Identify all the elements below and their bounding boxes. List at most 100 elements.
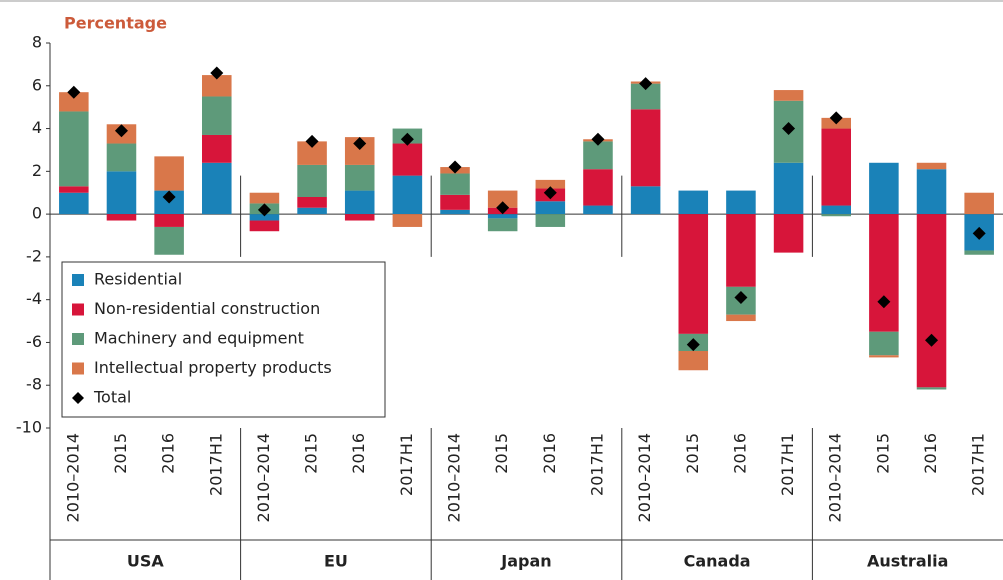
bar-segment [916,387,947,390]
x-tick-label: 2016 [921,433,940,474]
bar-segment [297,141,327,165]
x-tick-label: 2010–2014 [635,433,654,522]
bar-segment [297,197,327,208]
bar-segment [392,175,423,215]
bar-segment [59,186,89,193]
bar-segment [487,214,518,219]
bar-segment [773,214,804,253]
total-marker [305,134,319,148]
legend-label: Non-residential construction [94,299,320,318]
x-tick-label: 2010–2014 [254,433,273,522]
bar-segment [583,169,613,206]
bar-segment [440,173,470,195]
legend-box [61,261,386,418]
x-tick-label: 2016 [159,433,178,474]
legend-swatch [72,362,84,375]
bar-segment [59,111,89,187]
bar-segment [106,214,137,221]
total-marker [162,190,176,204]
bar-segment [249,220,280,232]
bar-segment [630,186,661,215]
total-marker [114,124,128,138]
bar-segment [154,214,184,227]
bar-segment [249,192,280,204]
bar-segment [344,214,375,221]
legend-swatch [72,303,84,316]
y-tick-label: -6 [26,332,42,351]
total-marker [782,122,796,136]
bar-segment [726,190,756,215]
legend-label: Residential [94,270,182,289]
total-marker [925,333,939,347]
bar-segment [630,109,661,187]
bar-segment [202,75,232,97]
total-marker [686,338,700,352]
x-tick-label: 2015 [492,433,511,474]
bar-segment [916,169,947,215]
bar-segment [773,90,804,101]
bar-segment [297,164,327,197]
bar-segment [440,209,470,215]
bar-segment [487,190,518,208]
x-tick-label: 2015 [683,433,702,474]
legend-label: Total [93,388,131,407]
bar-segment [726,214,756,287]
bar-segment [440,194,470,210]
total-marker [448,160,462,174]
total-marker [353,137,367,151]
bar-segment [106,171,137,215]
y-tick-label: 6 [32,75,42,94]
bar-segment [821,128,851,206]
bar-segment [821,214,851,217]
y-tick-label: -10 [16,418,42,437]
y-tick-label: 0 [32,204,42,223]
total-marker [210,66,224,80]
bar-segment [964,192,994,215]
bar-segment [154,156,184,191]
x-tick-label: 2015 [873,433,892,474]
y-tick-label: 4 [32,118,42,137]
total-marker [591,132,605,146]
bar-segment [916,214,947,388]
total-marker [972,226,986,240]
bar-segment [202,162,232,215]
bar-segment [154,226,184,255]
bar-segment [535,201,566,215]
total-marker [639,77,653,91]
bar-segment [869,331,899,356]
bar-segment [202,134,232,163]
x-tick-label: 2010–2014 [445,433,464,522]
bar-segment [869,162,899,215]
group-label: Australia [867,552,948,571]
y-tick-label: -4 [26,289,42,308]
total-marker [400,132,414,146]
x-tick-label: 2016 [349,433,368,474]
bar-segment [535,179,566,189]
bar-segment [344,190,375,215]
y-tick-label: 2 [32,161,42,180]
legend-label: Intellectual property products [94,358,332,377]
bar-segment [869,214,899,332]
bar-segment [916,162,947,170]
total-marker [496,201,510,215]
group-label: USA [127,552,165,571]
bar-segment [964,250,994,255]
x-tick-label: 2017H1 [778,433,797,496]
x-tick-label: 2017H1 [587,433,606,496]
bar-segment [106,143,137,172]
total-marker [67,85,81,99]
x-tick-label: 2010–2014 [63,433,82,522]
x-tick-label: 2017H1 [969,433,988,496]
bar-segment [583,141,613,170]
group-label: EU [324,552,348,571]
bar-segment [392,143,423,176]
bar-segment [773,162,804,215]
bar-segment [583,205,613,215]
x-tick-label: 2015 [302,433,321,474]
bar-segment [678,214,709,334]
total-marker [829,111,843,125]
bar-segment [202,96,232,135]
y-tick-label: -8 [26,375,42,394]
bar-segment [869,355,899,358]
